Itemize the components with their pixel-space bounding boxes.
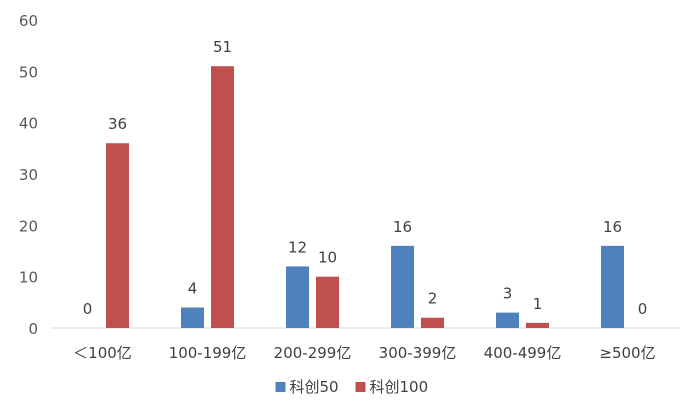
bars-group bbox=[106, 66, 624, 328]
y-tick-label: 0 bbox=[28, 320, 38, 338]
legend-label: 科创50 bbox=[290, 378, 339, 396]
x-tick-label: ≥500亿 bbox=[599, 344, 655, 362]
data-label: 2 bbox=[428, 290, 438, 308]
y-tick-label: 20 bbox=[19, 217, 38, 235]
y-axis: 0 10 20 30 40 50 60 bbox=[19, 12, 38, 338]
data-label: 0 bbox=[83, 300, 93, 318]
y-tick-label: 10 bbox=[19, 269, 38, 287]
data-label: 10 bbox=[318, 249, 337, 267]
x-tick-label: 400-499亿 bbox=[484, 344, 562, 362]
bar bbox=[421, 317, 444, 328]
data-label: 51 bbox=[213, 38, 232, 56]
bar bbox=[526, 322, 549, 328]
x-tick-label: 200-299亿 bbox=[274, 344, 352, 362]
legend-swatch bbox=[275, 382, 286, 392]
data-labels-group: 0 36 4 51 12 10 16 2 3 1 16 0 bbox=[83, 38, 648, 318]
x-tick-label: 300-399亿 bbox=[379, 344, 457, 362]
bar bbox=[211, 66, 234, 328]
bar bbox=[181, 307, 204, 328]
y-tick-label: 50 bbox=[19, 63, 38, 81]
data-label: 16 bbox=[393, 218, 412, 236]
y-tick-label: 40 bbox=[19, 115, 38, 133]
y-tick-label: 60 bbox=[19, 12, 38, 30]
bar bbox=[316, 276, 339, 328]
x-tick-label: ＜100亿 bbox=[73, 344, 132, 362]
bar bbox=[106, 143, 129, 328]
data-label: 4 bbox=[188, 279, 198, 297]
data-label: 3 bbox=[503, 285, 513, 303]
legend-swatch bbox=[355, 382, 366, 392]
y-tick-label: 30 bbox=[19, 166, 38, 184]
data-label: 1 bbox=[533, 295, 543, 313]
bar bbox=[601, 245, 624, 328]
x-axis: ＜100亿 100-199亿 200-299亿 300-399亿 400-499亿 ≥50… bbox=[73, 344, 655, 362]
bar bbox=[496, 312, 519, 328]
data-label: 0 bbox=[638, 300, 648, 318]
data-label: 12 bbox=[288, 238, 307, 256]
bar bbox=[286, 266, 309, 328]
bar bbox=[391, 245, 414, 328]
data-label: 16 bbox=[603, 218, 622, 236]
data-label: 36 bbox=[108, 115, 127, 133]
legend: 科创50 科创100 bbox=[275, 378, 429, 396]
x-tick-label: 100-199亿 bbox=[169, 344, 247, 362]
legend-label: 科创100 bbox=[370, 378, 429, 396]
